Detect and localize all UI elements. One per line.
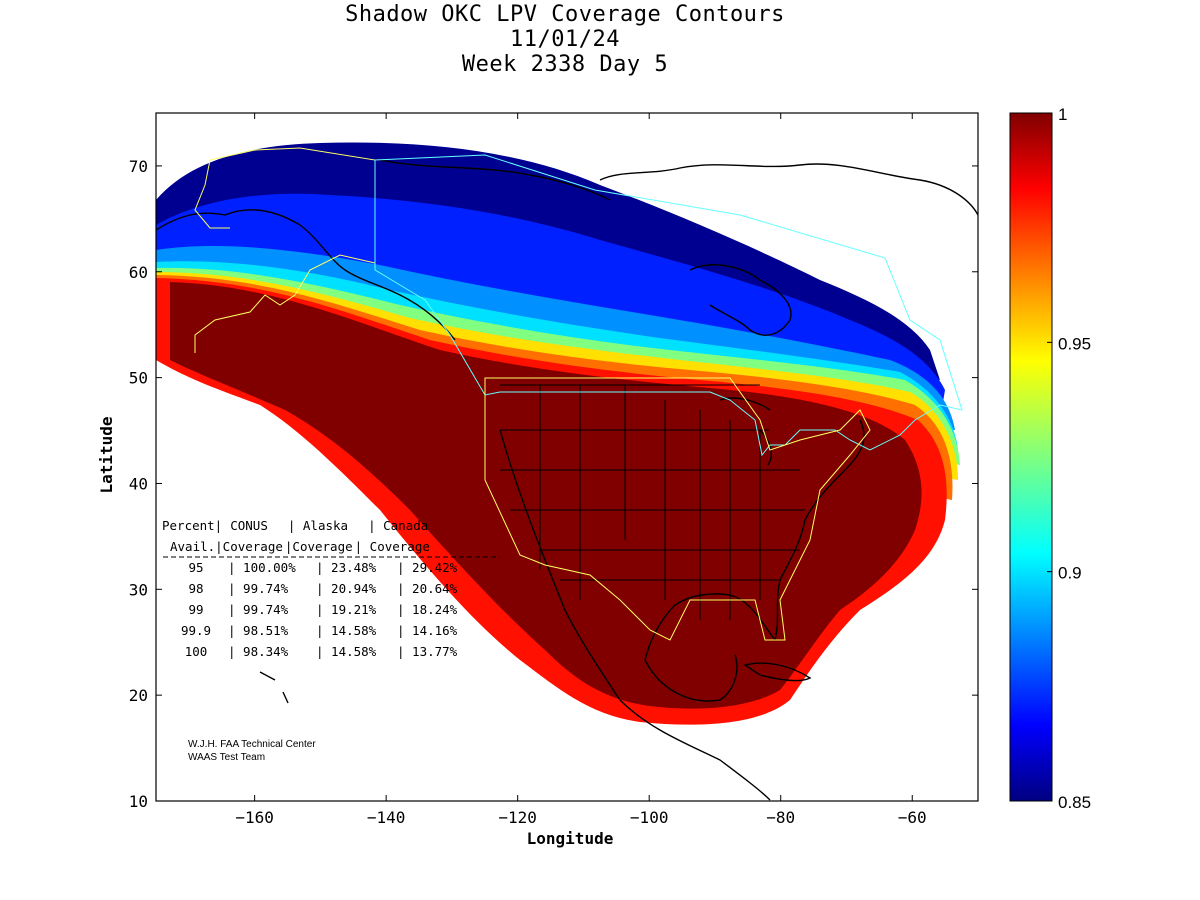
table-cell-alaska: | 23.48% xyxy=(316,560,377,575)
table-cell-avail: 100 xyxy=(185,644,208,659)
table-cell-alaska: | 14.58% xyxy=(316,623,377,638)
colorbar-ticks: 1 0.95 0.9 0.85 xyxy=(1047,105,1091,812)
table-cell-alaska: | 19.21% xyxy=(316,602,377,617)
table-cell-canada: | 20.64% xyxy=(397,581,458,596)
y-tick-label: 40 xyxy=(129,474,148,493)
table-header-row2: Avail.|Coverage |Coverage | Coverage xyxy=(170,539,430,554)
us-east-coast xyxy=(774,419,865,641)
y-tick-label: 20 xyxy=(129,686,148,705)
x-tick-label: −160 xyxy=(235,808,274,827)
y-tick-label: 30 xyxy=(129,580,148,599)
y-axis-label: Latitude xyxy=(97,416,116,493)
plot-frame xyxy=(155,112,979,802)
title-line-2: 11/01/24 xyxy=(510,27,620,52)
greenland-arctic xyxy=(599,163,978,216)
x-tick-label: −100 xyxy=(630,808,669,827)
coverage-table: Percent| CONUS | Alaska | Canada Avail.|Cov… xyxy=(162,518,500,659)
y-axis-ticks: 10 20 30 40 50 60 70 xyxy=(129,157,978,811)
cuba xyxy=(743,662,812,682)
table-cell-avail: 99 xyxy=(188,602,203,617)
alaska-outline xyxy=(194,147,376,353)
x-axis-label: Longitude xyxy=(527,829,614,848)
colorbar-tick-label: 0.85 xyxy=(1058,793,1091,812)
table-cell-conus: | 98.51% xyxy=(228,623,289,638)
gulf-coast xyxy=(644,593,776,661)
table-cell-conus: | 99.74% xyxy=(228,602,289,617)
table-cell-canada: | 29.42% xyxy=(397,560,458,575)
table-cell-conus: | 100.00% xyxy=(228,560,296,575)
table-header-row1: Percent| CONUS | Alaska | Canada xyxy=(162,518,428,533)
region-outlines xyxy=(194,147,963,641)
title-line-1: Shadow OKC LPV Coverage Contours xyxy=(345,2,785,27)
y-tick-label: 50 xyxy=(129,369,148,388)
canada-arctic-coast xyxy=(379,159,611,201)
x-tick-label: −140 xyxy=(367,808,406,827)
y-tick-label: 10 xyxy=(129,792,148,811)
table-cell-avail: 95 xyxy=(188,560,203,575)
x-tick-label: −60 xyxy=(898,808,927,827)
table-cell-avail: 98 xyxy=(188,581,203,596)
contour-dark-red xyxy=(170,282,922,709)
alaska-coast xyxy=(156,209,456,341)
conus-outline xyxy=(484,377,871,641)
colorbar-tick-label: 0.95 xyxy=(1058,334,1091,353)
x-tick-label: −80 xyxy=(766,808,795,827)
table-cell-canada: | 14.16% xyxy=(397,623,458,638)
table-cell-conus: | 99.74% xyxy=(228,581,289,596)
table-cell-canada: | 13.77% xyxy=(397,644,458,659)
hawaii xyxy=(259,671,289,704)
colorbar xyxy=(1009,112,1053,802)
table-cell-conus: | 98.34% xyxy=(228,644,289,659)
x-tick-label: −120 xyxy=(498,808,537,827)
table-rows: 95 | 100.00% | 23.48% | 29.42% 98 | 99.74% | 2… xyxy=(181,560,458,659)
colorbar-tick-label: 1 xyxy=(1058,105,1067,124)
canada-outline xyxy=(374,154,963,457)
table-cell-alaska: | 14.58% xyxy=(316,644,377,659)
state-borders xyxy=(500,384,805,620)
title-line-3: Week 2338 Day 5 xyxy=(461,52,669,77)
coastline-outlines xyxy=(156,159,978,801)
x-axis-ticks: −160 −140 −120 −100 −80 −60 xyxy=(235,113,927,827)
credit-line-2: WAAS Test Team xyxy=(188,752,265,763)
colorbar-tick-label: 0.9 xyxy=(1058,564,1082,583)
table-cell-alaska: | 20.94% xyxy=(316,581,377,596)
table-cell-avail: 99.9 xyxy=(181,623,211,638)
mexico-coast xyxy=(499,429,771,801)
credit-line-1: W.J.H. FAA Technical Center xyxy=(188,739,316,750)
y-tick-label: 70 xyxy=(129,157,148,176)
y-tick-label: 60 xyxy=(129,263,148,282)
table-cell-canada: | 18.24% xyxy=(397,602,458,617)
hudson-bay xyxy=(689,264,792,336)
